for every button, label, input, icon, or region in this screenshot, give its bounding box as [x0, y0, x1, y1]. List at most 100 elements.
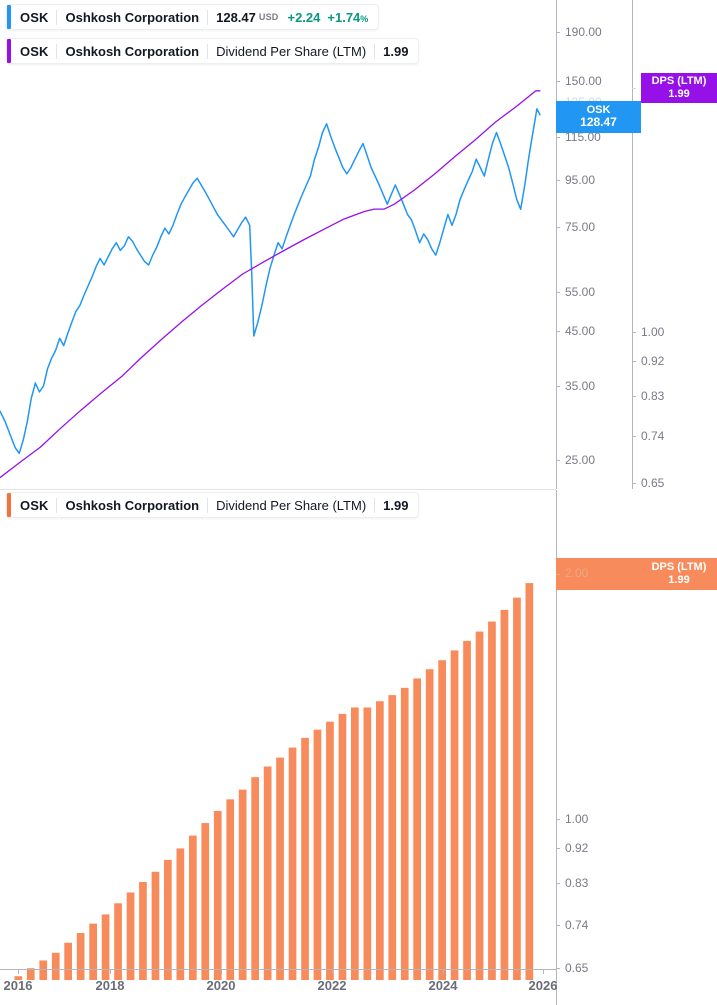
legend-price-change-pct: +1.74%: [327, 9, 369, 25]
tick-mark: [556, 385, 560, 387]
dps-bar: [139, 882, 147, 980]
time-tick-mark: [443, 969, 444, 974]
legend-separator: [56, 497, 58, 513]
dps-bar: [376, 701, 384, 980]
tick-mark: [632, 395, 636, 397]
time-tick-label: 2026: [528, 978, 558, 993]
dps-lower-axis-line: [556, 490, 557, 1005]
axis-tick: 1.00: [556, 812, 588, 826]
axis-tick: 0.83: [556, 876, 588, 890]
legend-dps-upper-metric: Dividend Per Share (LTM): [216, 43, 367, 59]
price-value-axis[interactable]: 190.00150.00135.00115.0095.0075.0055.004…: [556, 0, 630, 489]
axis-tick: 45.00: [556, 324, 595, 338]
legend-dps-upper[interactable]: OSK Oshkosh Corporation Dividend Per Sha…: [6, 38, 420, 64]
tick-mark: [632, 87, 636, 89]
axis-tick: 150.00: [556, 74, 602, 88]
price-chart-svg: [0, 90, 541, 479]
tick-label: 0.83: [565, 876, 589, 890]
tick-mark: [632, 435, 636, 437]
dps-bar: [363, 707, 372, 980]
price-plot-area[interactable]: [0, 0, 546, 489]
dps-plot-area[interactable]: [0, 490, 546, 980]
legend-separator: [207, 9, 209, 25]
tick-mark: [632, 331, 636, 333]
legend-price-value: 128.47: [216, 9, 256, 25]
tick-label: 1.00: [641, 325, 665, 339]
dps-bar: [101, 914, 110, 980]
tick-label: 0.65: [641, 476, 665, 490]
axis-tick: 190.00: [556, 25, 602, 39]
legend-separator: [374, 497, 376, 513]
price-current-badge[interactable]: OSK 128.47: [556, 101, 641, 133]
axis-tick: 0.92: [632, 354, 664, 368]
legend-dps-upper-ticker: OSK: [20, 43, 49, 59]
dps-bar: [500, 609, 509, 980]
dps-bar: [438, 660, 446, 980]
axis-tick: 0.74: [632, 429, 664, 443]
dps-bar: [39, 960, 48, 980]
legend-dps-lower-swatch: [7, 493, 11, 517]
legend-price[interactable]: OSK Oshkosh Corporation 128.47 USD +2.24…: [6, 4, 380, 30]
legend-separator: [374, 43, 376, 59]
dps-bar: [450, 650, 459, 980]
dps-upper-badge-label: DPS (LTM): [651, 75, 707, 88]
dps-current-badge-upper[interactable]: DPS (LTM) 1.99: [641, 73, 717, 103]
tick-mark: [556, 924, 560, 926]
legend-dps-lower[interactable]: OSK Oshkosh Corporation Dividend Per Sha…: [6, 492, 420, 518]
dps-bar: [114, 903, 122, 980]
price-line-series: [0, 108, 541, 455]
price-axis-line: [556, 0, 557, 489]
legend-dps-upper-value: 1.99: [383, 43, 409, 59]
axis-tick: 0.92: [556, 841, 588, 855]
dps-bar: [26, 968, 35, 980]
time-axis[interactable]: 2016 2018 2020 2022 2024 2026: [0, 969, 717, 1005]
axis-tick: 1.00: [632, 325, 664, 339]
tick-mark: [556, 291, 560, 293]
dps-bar: [475, 631, 484, 980]
dps-bar: [301, 737, 309, 980]
time-tick-label: 2024: [428, 978, 458, 993]
dps-upper-badge-value: 1.99: [668, 88, 690, 100]
dps-bar: [126, 892, 135, 980]
time-tick-label: 2016: [3, 978, 33, 993]
dps-lower-hidden-tick: 2.00: [556, 558, 588, 590]
tick-label: 35.00: [565, 379, 596, 393]
tick-mark: [556, 818, 560, 820]
dps-bar: [326, 721, 334, 980]
legend-price-unit: USD: [258, 12, 279, 22]
axis-tick: 0.65: [556, 961, 588, 975]
axis-tick: 0.65: [632, 476, 664, 490]
axis-tick: 55.00: [556, 285, 595, 299]
axis-tick: 95.00: [556, 173, 595, 187]
dps-bar: [288, 747, 297, 980]
legend-separator: [56, 9, 58, 25]
dps-bar: [425, 669, 434, 980]
tick-label: 0.74: [565, 918, 589, 932]
tick-label: 75.00: [565, 220, 596, 234]
dps-lower-badge-value: 1.99: [668, 574, 690, 586]
time-tick-mark: [18, 969, 19, 974]
dps-bar: [488, 621, 496, 980]
price-badge-value: 128.47: [580, 115, 617, 130]
dps-bar: [151, 871, 160, 980]
dps-bar: [338, 713, 347, 980]
dps-bar: [276, 757, 284, 980]
tick-mark: [556, 967, 560, 969]
dps-bar: [164, 859, 172, 980]
dps-bar: [14, 976, 23, 980]
time-tick-mark: [110, 969, 111, 974]
dps-bar: [525, 583, 534, 980]
legend-separator: [207, 497, 209, 513]
tick-mark: [556, 80, 560, 82]
dps-bar-chart-svg: [14, 583, 534, 980]
axis-tick: 75.00: [556, 220, 595, 234]
dps-current-badge-lower[interactable]: 2.00 DPS (LTM) 1.99: [556, 558, 717, 590]
dps-value-axis-lower[interactable]: 1.00 0.92 0.83 0.74 0.65: [556, 490, 641, 1005]
legend-dps-lower-metric: Dividend Per Share (LTM): [216, 497, 367, 513]
dps-bar: [89, 923, 97, 980]
tick-label: 95.00: [565, 173, 596, 187]
dps-bar: [176, 848, 185, 980]
price-badge-label: OSK: [586, 103, 611, 116]
dps-bar: [226, 799, 235, 980]
axis-tick: 0.74: [556, 918, 588, 932]
